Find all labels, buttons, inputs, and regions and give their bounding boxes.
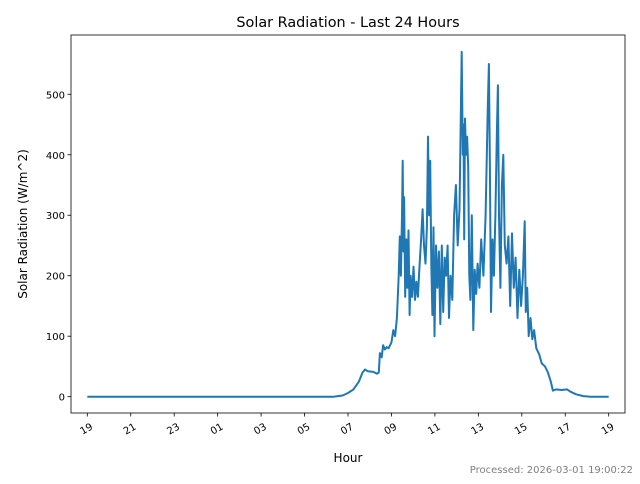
y-tick-label: 200 [46,272,65,283]
x-tick-label: 11 [426,422,443,438]
y-tick-label: 300 [46,211,65,222]
x-tick-label: 21 [122,422,139,438]
x-axis-label: Hour [334,451,363,465]
y-tick-label: 0 [59,393,65,404]
x-tick-label: 05 [296,422,313,438]
x-tick-label: 03 [252,422,269,438]
series-line [87,50,609,398]
x-tick-label: 23 [165,422,182,438]
axes-frame [70,34,626,414]
x-tick-label: 15 [513,422,530,438]
x-tick-label: 09 [383,422,400,438]
processed-timestamp: Processed: 2026-03-01 19:00:22 [470,465,633,476]
chart-title: Solar Radiation - Last 24 Hours [236,15,459,31]
y-axis-label: Solar Radiation (W/m^2) [16,149,30,299]
x-tick-label: 17 [556,422,573,438]
x-tick-label: 13 [470,422,487,438]
y-tick-label: 100 [46,332,65,343]
y-tick-label: 400 [46,151,65,162]
x-tick-label: 19 [600,422,617,438]
x-tick-label: 01 [209,422,226,438]
x-tick-label: 19 [78,422,95,438]
x-tick-label: 07 [339,422,356,438]
y-tick-label: 500 [46,90,65,101]
